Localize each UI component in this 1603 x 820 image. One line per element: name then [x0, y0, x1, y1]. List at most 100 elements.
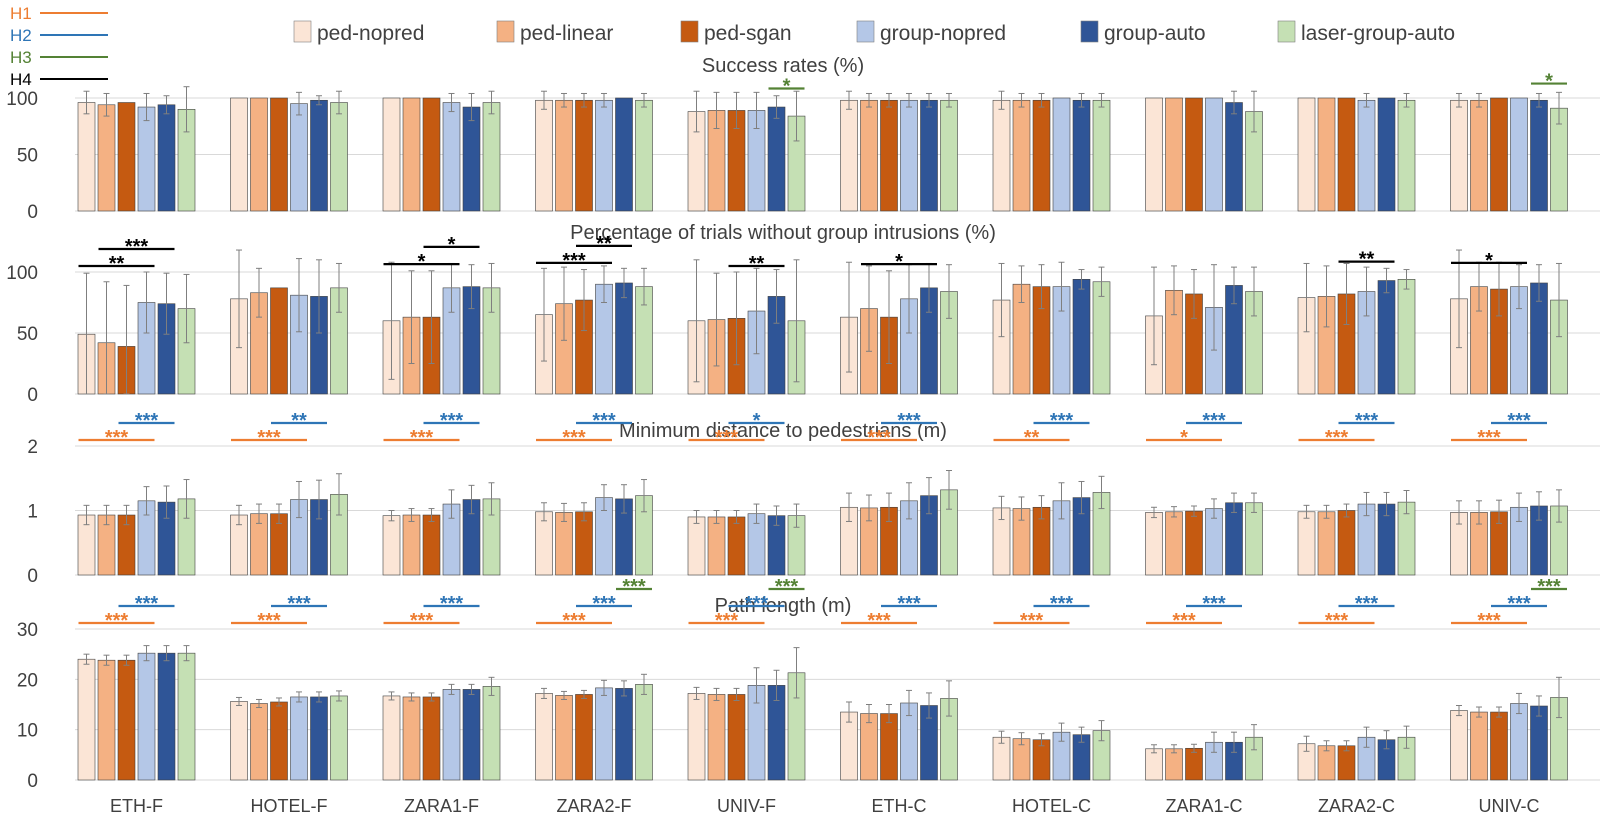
bar-group-HOTEL-C: [992, 720, 1111, 781]
bar-ped-linear: [860, 99, 878, 212]
significance-bracket-h3: *: [768, 76, 805, 98]
bar-ped-nopred: [840, 99, 858, 212]
bar-ped-linear: [1470, 99, 1488, 212]
bar-group-UNIV-F: [687, 259, 806, 395]
bar-group-nopred: [595, 687, 613, 781]
significance-bracket-h1: ***: [383, 610, 460, 632]
significance-stars: **: [291, 410, 307, 432]
bar-ped-sgan: [117, 659, 136, 781]
bar-group-auto: [615, 688, 633, 781]
bar-group-ZARA1-C: [1145, 724, 1263, 781]
hypothesis-label-h4: H4: [10, 70, 32, 89]
bar-group-auto: [310, 696, 328, 781]
legend-label-ped-sgan: ped-sgan: [704, 22, 792, 45]
bar-ped-linear: [97, 659, 116, 781]
significance-stars: ***: [867, 427, 891, 449]
significance-bracket-h4: **: [728, 253, 785, 275]
category-axis: ETH-F HOTEL-F ZARA1-F ZARA2-F UNIV-F ETH-C HOT…: [110, 796, 1540, 816]
significance-bracket-h2: ***: [118, 410, 175, 432]
legend-label-group-nopred: group-nopred: [880, 22, 1006, 45]
significance-bracket-h4: **: [78, 253, 155, 275]
significance-bracket-h1: ***: [1298, 427, 1375, 449]
bar-group-ZARA2-C: [1297, 490, 1416, 576]
category-label: HOTEL-C: [1012, 796, 1091, 816]
panel-title: Success rates (%): [702, 55, 864, 77]
bar-ped-nopred: [77, 102, 96, 212]
bar-ped-linear: [707, 694, 726, 781]
hypothesis-label-h1: H1: [10, 4, 32, 23]
bar-ped-sgan: [1337, 97, 1356, 212]
bar-ped-sgan: [727, 516, 746, 576]
bar-group-nopred: [137, 106, 156, 212]
category-label: ETH-C: [872, 796, 927, 816]
legend-swatch-ped-nopred: [293, 20, 312, 43]
significance-bracket-h2: ***: [423, 593, 480, 615]
bar-group-HOTEL-F: [230, 90, 348, 212]
bar-laser-group-auto: [1245, 502, 1263, 576]
bar-ped-nopred: [687, 693, 706, 781]
significance-stars: ***: [897, 410, 921, 432]
bar-group-auto: [310, 99, 328, 212]
bar-group-UNIV-C: [1450, 676, 1568, 781]
bar-ped-sgan: [1185, 97, 1203, 212]
hypothesis-legend: H1 H2 H3 H4: [10, 4, 108, 89]
bar-laser-group-auto: [330, 102, 348, 212]
significance-bracket-h1: **: [993, 427, 1070, 449]
significance-stars: **: [109, 253, 125, 275]
significance-bracket-h1: ***: [688, 427, 765, 449]
bar-ped-nopred: [382, 97, 401, 212]
significance-stars: ***: [562, 427, 586, 449]
bar-ped-nopred: [1297, 511, 1316, 576]
significance-bracket-h2: ***: [728, 593, 785, 615]
y-tick-label: 0: [27, 385, 38, 406]
category-label: ETH-F: [110, 796, 163, 816]
bar-group-nopred: [1052, 97, 1071, 212]
significance-stars: ***: [1325, 610, 1349, 632]
legend-swatch-group-auto: [1080, 20, 1099, 43]
panel-2: Percentage of trials without group intru…: [6, 222, 1600, 406]
significance-bracket-h1: ***: [536, 427, 612, 449]
category-label: UNIV-F: [717, 796, 776, 816]
bar-ped-linear: [555, 99, 573, 212]
significance-bracket-h3: *: [1531, 71, 1567, 93]
significance-stars: ***: [440, 410, 464, 432]
significance-stars: ***: [1172, 610, 1196, 632]
significance-bracket-h2: ***: [576, 593, 632, 615]
significance-stars: ***: [745, 593, 769, 615]
significance-stars: ***: [257, 610, 281, 632]
significance-stars: ***: [1355, 593, 1379, 615]
panel-1: Success rates (%) 0 50 100 * *: [6, 55, 1600, 223]
significance-bracket-h2: ***: [881, 410, 937, 432]
bar-ped-nopred: [1145, 512, 1163, 576]
bar-laser-group-auto: [1092, 281, 1111, 395]
significance-stars: *: [1180, 427, 1188, 449]
y-tick-label: 20: [17, 670, 38, 691]
significance-bracket-h1: *: [1146, 427, 1222, 449]
category-label: ZARA2-F: [556, 796, 631, 816]
bar-ped-linear: [250, 97, 268, 212]
significance-stars: ***: [715, 427, 739, 449]
significance-stars: ***: [592, 410, 616, 432]
category-label: ZARA1-F: [404, 796, 479, 816]
bar-ped-sgan: [422, 514, 441, 576]
bar-ped-sgan: [117, 102, 136, 212]
significance-stars: ***: [105, 610, 129, 632]
significance-bracket-h2: ***: [881, 593, 937, 615]
significance-stars: **: [749, 253, 765, 275]
y-tick-label: 0: [27, 566, 38, 587]
bar-group-ETH-C: [840, 470, 958, 576]
bar-laser-group-auto: [1397, 99, 1416, 212]
bar-laser-group-auto: [177, 652, 196, 781]
bar-group-auto: [920, 99, 938, 212]
bar-group-ETH-C: [840, 261, 958, 395]
panel-title: Percentage of trials without group intru…: [570, 222, 996, 244]
significance-stars: ***: [562, 610, 586, 632]
bar-ped-linear: [1165, 748, 1183, 781]
significance-stars: ***: [1355, 410, 1379, 432]
legend-swatch-ped-linear: [496, 20, 515, 43]
bar-ped-sgan: [880, 713, 898, 781]
significance-stars: *: [418, 251, 426, 273]
bar-ped-linear: [555, 695, 573, 781]
bar-ped-linear: [250, 703, 268, 781]
